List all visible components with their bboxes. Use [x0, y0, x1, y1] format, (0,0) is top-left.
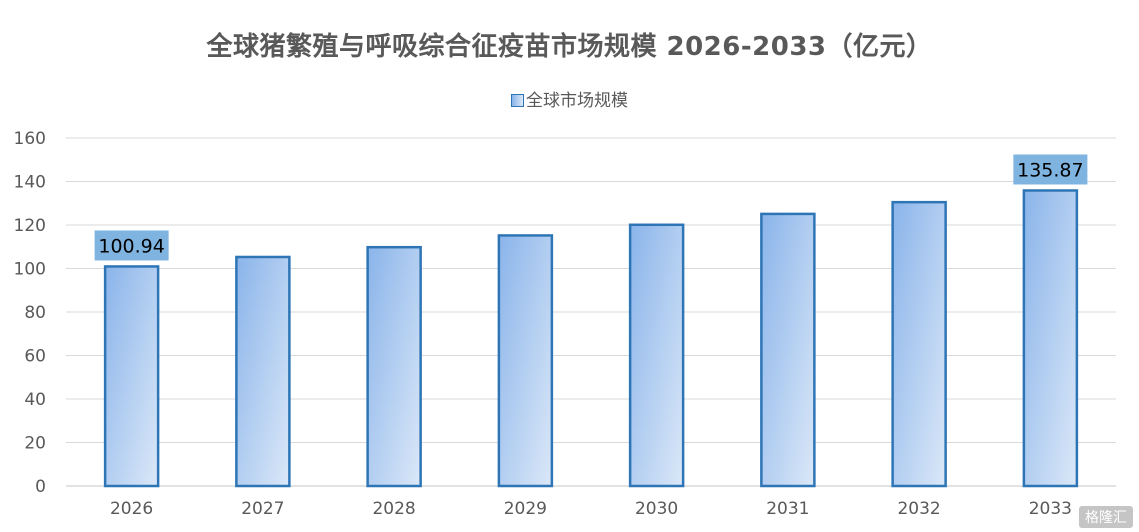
- bar-2033: [1022, 189, 1079, 488]
- bar-2032: [891, 200, 947, 488]
- x-tick-label: 2030: [635, 499, 678, 519]
- y-tick-label: 120: [14, 216, 46, 236]
- data-label: 100.94: [98, 235, 164, 257]
- bar-2027: [235, 255, 291, 488]
- data-labels: 100.94 135.87: [94, 154, 1088, 261]
- y-tick-label: 100: [14, 260, 46, 280]
- x-tick-label: 2029: [504, 499, 547, 519]
- bar-2026: [103, 265, 160, 488]
- y-axis-ticks: 0 20 40 60 80 100 120 140 160: [14, 129, 46, 497]
- x-axis-ticks: 2026 2027 2028 2029 2030 2031 2032 2033: [110, 499, 1072, 519]
- data-label-box: [1013, 154, 1088, 185]
- y-tick-label: 80: [24, 303, 46, 323]
- y-tick-label: 160: [14, 129, 46, 149]
- x-tick-label: 2033: [1029, 499, 1072, 519]
- data-label: 135.87: [1017, 159, 1083, 181]
- bar-2028: [366, 245, 422, 488]
- bar-2030: [628, 223, 685, 488]
- y-tick-label: 40: [24, 390, 46, 410]
- x-tick-label: 2031: [766, 499, 809, 519]
- gridlines: [66, 137, 1116, 487]
- x-tick-label: 2026: [110, 499, 153, 519]
- legend-label: 全球市场规模: [526, 91, 628, 111]
- y-tick-label: 0: [35, 477, 46, 497]
- watermark-logo: 格隆汇: [1079, 506, 1133, 528]
- legend: 全球市场规模: [0, 86, 1139, 111]
- bars: [103, 189, 1079, 488]
- chart-title: 全球猪繁殖与呼吸综合征疫苗市场规模 2026-2033（亿元）: [206, 32, 933, 62]
- y-tick-label: 140: [14, 173, 46, 193]
- y-tick-label: 20: [24, 434, 46, 454]
- x-tick-label: 2028: [372, 499, 415, 519]
- data-label-box: [94, 230, 169, 261]
- y-tick-label: 60: [24, 347, 46, 367]
- x-tick-label: 2027: [241, 499, 284, 519]
- bar-2029: [497, 234, 554, 488]
- x-tick-label: 2032: [897, 499, 940, 519]
- legend-swatch: [511, 94, 524, 107]
- bar-2031: [760, 212, 816, 488]
